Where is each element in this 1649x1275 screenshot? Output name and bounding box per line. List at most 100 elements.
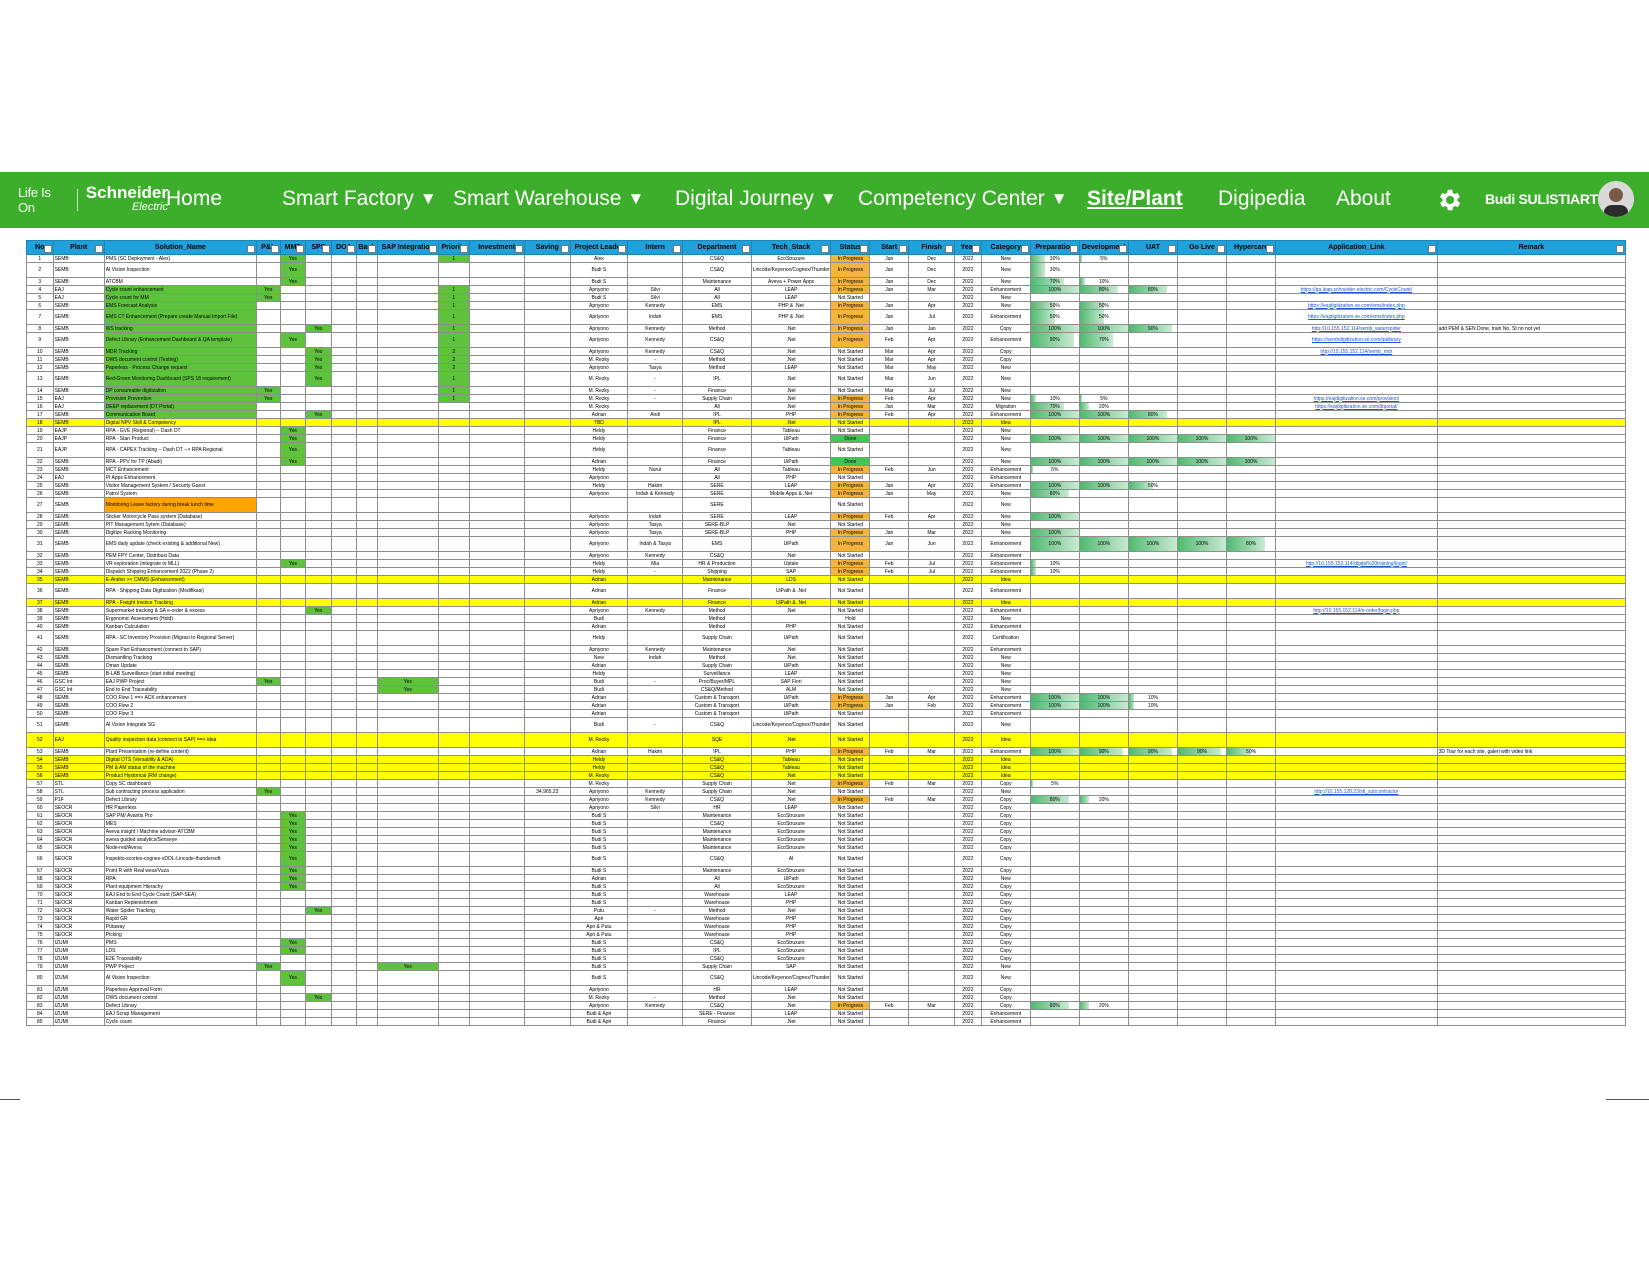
col-header-category[interactable]: Category	[980, 240, 1031, 255]
col-header-bank[interactable]: Bank	[356, 240, 378, 255]
schneider-logo[interactable]: Life Is On Schneider Electric	[18, 184, 168, 215]
table-row[interactable]: 74 SEOCR Putaway Apri & Putu Warehouse PHP Not…	[26, 922, 1627, 931]
cell-application-link[interactable]: http://10.155.152.114/semb_mdr	[1275, 347, 1438, 356]
table-row[interactable]: 45 SEMB B-LAB Surveillance (start initial …	[26, 669, 1627, 678]
table-row[interactable]: 59 P1F Defect Library Apriyono Kennedy CS&Q .N…	[26, 795, 1627, 804]
col-header-intern[interactable]: Intern	[627, 240, 684, 255]
table-row[interactable]: 21 EAJP RPA - CAPEX Tracking -- Dash DT --…	[26, 442, 1627, 458]
table-row[interactable]: 82 IZUMI OWS document control Yes M. Rezky - M…	[26, 993, 1627, 1002]
table-row[interactable]: 64 SEOCR aveva guided analytics/Senseye Yes…	[26, 835, 1627, 844]
col-header-hypercare[interactable]: Hypercare	[1226, 240, 1277, 255]
table-row[interactable]: 23 SEMB MCT Enhancement Heldy Nurul All Tablea…	[26, 465, 1627, 474]
col-header-mmp[interactable]: MMP	[279, 240, 307, 255]
nav-smart-factory[interactable]: Smart Factory ▼	[282, 187, 437, 211]
col-header-solution-name[interactable]: Solution_Name	[103, 240, 258, 255]
table-row[interactable]: 63 SEOCR Aveva insight / Machine advisor-A…	[26, 827, 1627, 836]
table-row[interactable]: 1 SEMB PMS (SC Deployment - Alex) Yes 1 Alex C…	[26, 254, 1627, 263]
table-row[interactable]: 83 IZUMI Defect Library Apriyono Kennedy CS&Q…	[26, 1001, 1627, 1010]
table-row[interactable]: 60 SEOCR HR Paperless Apriyono Silvi HR LEAP No…	[26, 803, 1627, 812]
table-row[interactable]: 26 SEMB Patrol System Apriyono Indah & Kenne…	[26, 489, 1627, 498]
table-row[interactable]: 56 SEMB Product Hystorical (RM change) M. R…	[26, 771, 1627, 780]
table-row[interactable]: 85 IZUMI Cycle count Budi & Apri Finance .Net…	[26, 1017, 1627, 1026]
table-row[interactable]: 77 IZUMI LDS Yes Budi S IPL EcoStruxure Not Sta…	[26, 946, 1627, 955]
table-row[interactable]: 61 SEOCR SAP PM/ Avantis Pro Yes Budi S Maint…	[26, 811, 1627, 820]
cell-application-link[interactable]: http://10.155.152.114/e-order/login.php	[1275, 606, 1438, 615]
table-row[interactable]: 15 EAJ Provision Prevention Yes 1 M. Rezky - Su…	[26, 394, 1627, 403]
table-row[interactable]: 25 SEMB Visitor Management System / Securi…	[26, 481, 1627, 490]
table-row[interactable]: 9 SEMB Defect Library (Enhancement Dashboa…	[26, 332, 1627, 348]
table-row[interactable]: 6 SEMB EMS Forecast Analysis 1 Apriyono Kenne…	[26, 301, 1627, 310]
table-row[interactable]: 41 SEMB RPA - SC Inventory Provision (Migr…	[26, 630, 1627, 646]
table-row[interactable]: 54 SEMB Digital OTS (Versatility & ADA) Hel…	[26, 755, 1627, 764]
cell-application-link[interactable]: http://10.155.152.114/semb_waterspider	[1275, 324, 1438, 333]
table-row[interactable]: 27 SEMB Monitoring Leave factory during br…	[26, 497, 1627, 513]
table-row[interactable]: 7 SEMB EMS CT Enhancement (Prepare create …	[26, 309, 1627, 325]
table-row[interactable]: 69 SEOCR Plant equipment Hierachy Yes Budi S…	[26, 882, 1627, 891]
col-header-finish[interactable]: Finish	[908, 240, 956, 255]
table-row[interactable]: 30 SEMB Digitize Racking Monitoring Apriyon…	[26, 528, 1627, 537]
cell-application-link[interactable]: https://ga.leap.schneider-electric.com/C…	[1275, 285, 1438, 294]
nav-home[interactable]: Home	[166, 187, 222, 211]
table-row[interactable]: 44 SEMB Oman Update Adrian Supply Chain UiPat…	[26, 661, 1627, 670]
table-row[interactable]: 75 SEOCR Picking Apri & Putu Warehouse PHP Not…	[26, 930, 1627, 939]
table-row[interactable]: 18 SEMB Digital NPV Skill & Competency TBD I…	[26, 418, 1627, 427]
table-row[interactable]: 8 SEMB WS tracking Yes 1 Apriyono Kennedy Metho…	[26, 324, 1627, 333]
nav-site-plant[interactable]: Site/Plant	[1087, 187, 1183, 211]
col-header-doa[interactable]: DOA	[330, 240, 358, 255]
table-row[interactable]: 67 SEOCR Point R with Real wear/Vuza Yes Bud…	[26, 866, 1627, 875]
table-row[interactable]: 14 SEMB DP consumable digitization Yes 1 M. R…	[26, 386, 1627, 395]
gear-icon[interactable]	[1436, 186, 1464, 214]
cell-application-link[interactable]: https://eajdigitization.se.com/provision…	[1275, 394, 1438, 403]
table-row[interactable]: 20 EAJP RPA - Stan Product Yes Heldy Finance U…	[26, 434, 1627, 443]
user-name[interactable]: Budi SULISTIARTO	[1485, 191, 1609, 207]
table-row[interactable]: 43 SEMB Dismantling Tracking New Indah Method…	[26, 653, 1627, 662]
table-row[interactable]: 22 SEMB RPA - PPV for TP (Abadi) Yes Adrian F…	[26, 457, 1627, 466]
table-row[interactable]: 52 EAJ Quality inspection data (connect to…	[26, 732, 1627, 748]
table-row[interactable]: 37 SEMB RPA - Freight Invoice Tracking Adri…	[26, 598, 1627, 607]
table-row[interactable]: 29 SEMB PIT Management Sytem (Database) Apr…	[26, 520, 1627, 529]
table-row[interactable]: 24 EAJ PI Apps Enhancement Apriyono All PHP No…	[26, 473, 1627, 482]
table-row[interactable]: 42 SEMB Spare Part Enhancement (connect to…	[26, 645, 1627, 654]
col-header-uat[interactable]: UAT	[1127, 240, 1178, 255]
cell-application-link[interactable]: https://eajdigitization.se.com/ems/index…	[1275, 309, 1438, 325]
table-row[interactable]: 53 SEMB Plant Presentation (re-define cont…	[26, 747, 1627, 756]
table-row[interactable]: 40 SEMB Kanban Calculation Adrian Method PHP N…	[26, 622, 1627, 631]
table-row[interactable]: 50 SEMB COO Flow 3 Adrian Custom & Transport…	[26, 709, 1627, 718]
col-header-start[interactable]: Start	[869, 240, 910, 255]
table-row[interactable]: 78 IZUMI E2E Traceability Budi S CS&Q EcoStru…	[26, 954, 1627, 963]
col-header-year[interactable]: Year	[954, 240, 982, 255]
table-row[interactable]: 72 SEOCR Water Spider Tracking Yes Putu - Meth…	[26, 906, 1627, 915]
table-row[interactable]: 76 IZUMI PMS Yes Budi S CS&Q EcoStruxure Not St…	[26, 938, 1627, 947]
col-header-sap-integration[interactable]: SAP Integration	[376, 240, 439, 255]
col-header-no[interactable]: No	[26, 240, 54, 255]
table-row[interactable]: 73 SEOCR Rapid GR Apri Warehouse PHP Not Start…	[26, 914, 1627, 923]
table-row[interactable]: 13 SEMB Red-Green Monitoring Dashboard (SP…	[26, 371, 1627, 387]
col-header-priority[interactable]: Priority	[437, 240, 470, 255]
table-row[interactable]: 65 SEOCR Node-red/Aveva Yes Budi S Maintenanc…	[26, 843, 1627, 852]
table-row[interactable]: 46 GSC Int EAJ PWP Project Yes Yes Budi - Proc/…	[26, 677, 1627, 686]
table-row[interactable]: 19 EAJP RPA - GVE (Regional) -- Dash DT Yes…	[26, 426, 1627, 435]
nav-about[interactable]: About	[1336, 187, 1391, 211]
col-header-sps[interactable]: SPS	[305, 240, 332, 255]
cell-application-link[interactable]: http://10.155.152.114/digital%20training…	[1275, 559, 1438, 568]
col-header-saving[interactable]: Saving	[523, 240, 571, 255]
table-row[interactable]: 36 SEMB RPA - Shipping Data Digitization (…	[26, 583, 1627, 599]
table-row[interactable]: 38 SEMB Supermarket tracking & SA e-order …	[26, 606, 1627, 615]
table-row[interactable]: 84 IZUMI EAJ Scrap Management Budi & Apri SE…	[26, 1009, 1627, 1018]
table-row[interactable]: 2 SEMB AI Vision Inspection Yes Budi S CS&Q Li…	[26, 262, 1627, 278]
table-row[interactable]: 31 SEMB EMS daily update (check existing &…	[26, 536, 1627, 552]
table-row[interactable]: 48 SEMB COO Flow 1 ==> ACK enhancement Adri…	[26, 693, 1627, 702]
table-row[interactable]: 10 SEMB MDR Tracking Yes 2 Apriyono Kennedy CS&…	[26, 347, 1627, 356]
table-row[interactable]: 33 SEMB VR exploration (integrate to MLL) Y…	[26, 559, 1627, 568]
nav-digital-journey[interactable]: Digital Journey ▼	[675, 187, 837, 211]
col-header-p-l[interactable]: P&L	[256, 240, 281, 255]
table-row[interactable]: 35 SEMB E-Andon >< CMMS (Enhancement) Adria…	[26, 575, 1627, 584]
table-row[interactable]: 4 EAJ Cycle count enhancement Yes 1 Apriyono S…	[26, 285, 1627, 294]
table-row[interactable]: 16 EAJ DEEP replacement (DT Portal) M. Rezk…	[26, 402, 1627, 411]
col-header-project-leader[interactable]: Project Leader	[569, 240, 629, 255]
col-header-application-link[interactable]: Application_Link	[1275, 240, 1438, 255]
table-row[interactable]: 51 SEMB AI Vision Integrate SG Budi - CS&Q Lin…	[26, 717, 1627, 733]
table-row[interactable]: 39 SEMB Ergonomic Assessment (Hold) Budi Met…	[26, 614, 1627, 623]
table-row[interactable]: 68 SEOCR RPA Yes Adrian All UiPath Not Started 2…	[26, 874, 1627, 883]
table-row[interactable]: 49 SEMB COO Flow 2 Adrian Custom & Transport…	[26, 701, 1627, 710]
